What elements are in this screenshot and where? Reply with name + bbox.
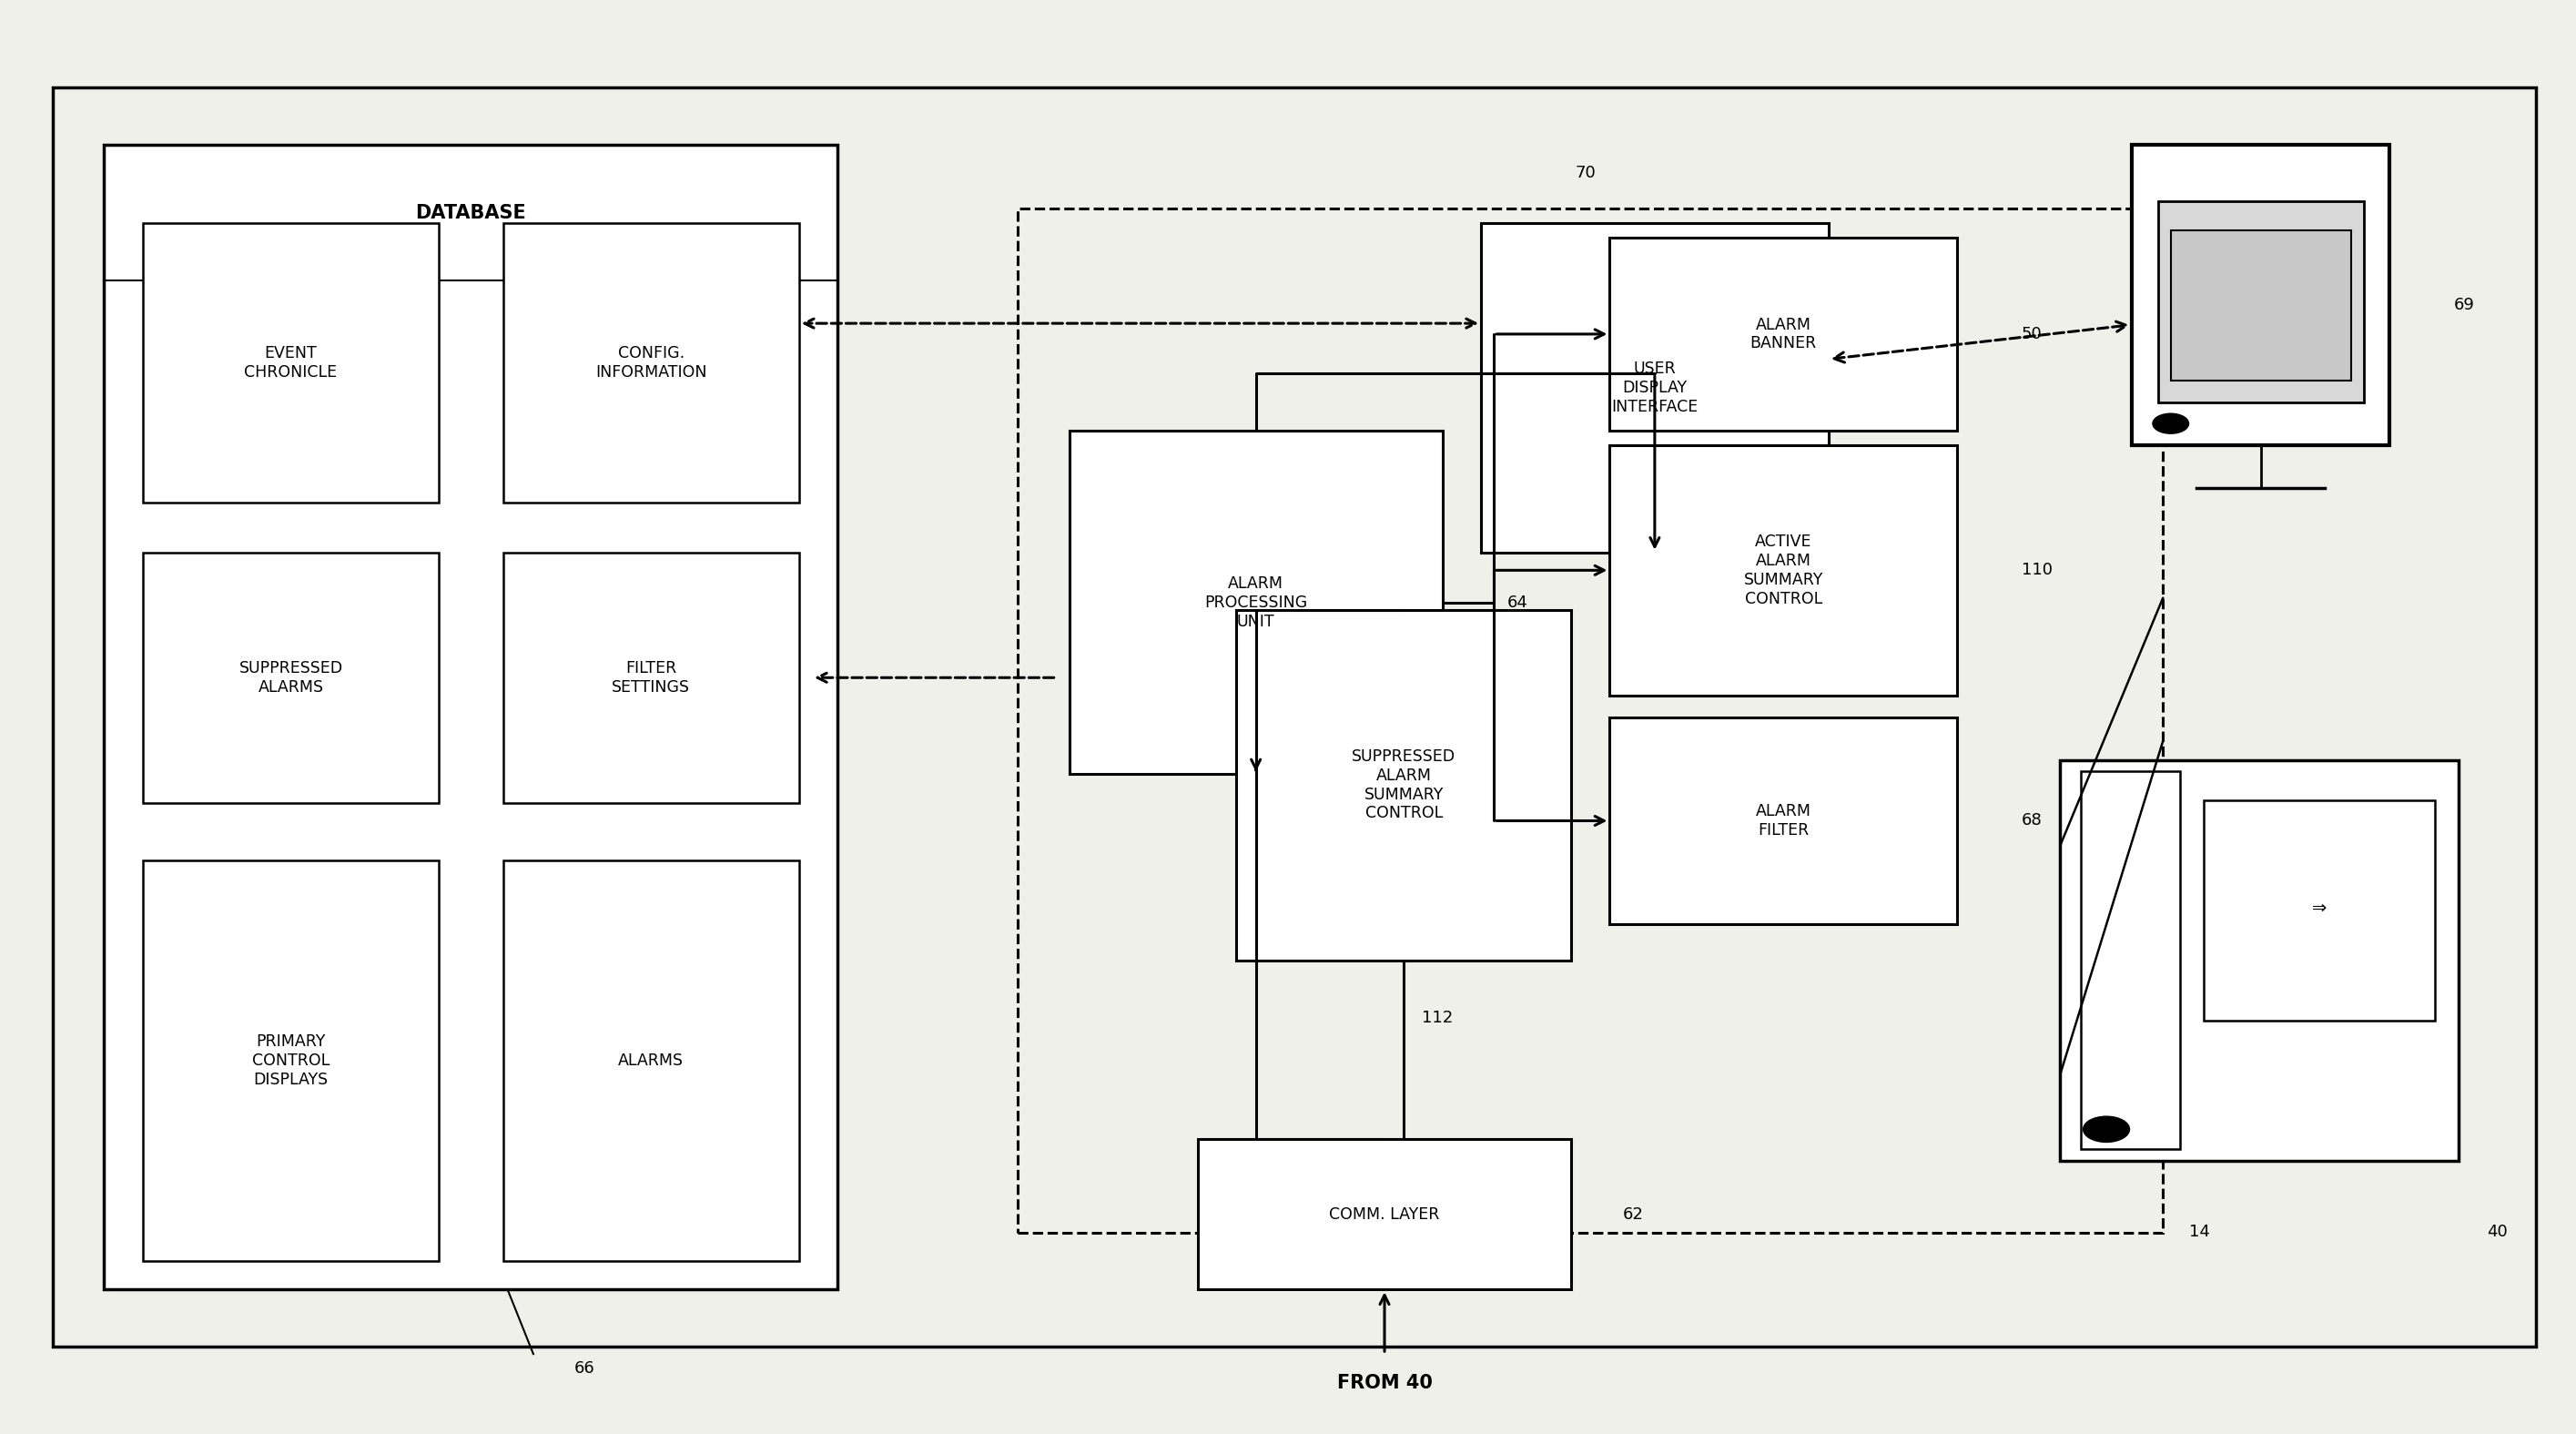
Bar bbox=[502, 552, 799, 803]
Text: EVENT
CHRONICLE: EVENT CHRONICLE bbox=[245, 346, 337, 380]
Bar bbox=[142, 224, 438, 502]
Text: ALARM
BANNER: ALARM BANNER bbox=[1749, 317, 1816, 351]
Bar bbox=[142, 860, 438, 1260]
Bar bbox=[1069, 430, 1443, 774]
Text: FILTER
SETTINGS: FILTER SETTINGS bbox=[613, 660, 690, 695]
Text: 68: 68 bbox=[2022, 813, 2043, 829]
Bar bbox=[2172, 231, 2352, 380]
Text: PRIMARY
CONTROL
DISPLAYS: PRIMARY CONTROL DISPLAYS bbox=[252, 1034, 330, 1087]
Text: 69: 69 bbox=[2455, 297, 2476, 313]
Bar bbox=[142, 552, 438, 803]
Text: 70: 70 bbox=[1574, 165, 1595, 181]
Text: ACTIVE
ALARM
SUMMARY
CONTROL: ACTIVE ALARM SUMMARY CONTROL bbox=[1744, 533, 1824, 607]
Bar bbox=[1018, 209, 2164, 1232]
Bar bbox=[52, 87, 2537, 1347]
Bar bbox=[1610, 717, 1958, 925]
Bar bbox=[2159, 202, 2365, 402]
Bar bbox=[2081, 771, 2179, 1149]
Bar bbox=[1481, 224, 1829, 552]
Text: 62: 62 bbox=[1623, 1206, 1643, 1223]
Text: 50: 50 bbox=[2022, 326, 2043, 343]
Text: 110: 110 bbox=[2022, 562, 2053, 578]
Text: 40: 40 bbox=[2488, 1225, 2509, 1240]
Text: SUPPRESSED
ALARMS: SUPPRESSED ALARMS bbox=[240, 660, 343, 695]
Bar bbox=[1236, 609, 1571, 961]
Text: COMM. LAYER: COMM. LAYER bbox=[1329, 1206, 1440, 1223]
Text: 112: 112 bbox=[1422, 1010, 1453, 1025]
Text: ALARMS: ALARMS bbox=[618, 1053, 683, 1068]
Circle shape bbox=[2154, 413, 2190, 433]
Bar bbox=[1610, 445, 1958, 695]
Bar bbox=[1610, 238, 1958, 430]
Bar bbox=[2202, 800, 2434, 1021]
Text: ALARM
PROCESSING
UNIT: ALARM PROCESSING UNIT bbox=[1206, 575, 1309, 630]
Text: ⇒: ⇒ bbox=[2311, 899, 2326, 916]
Bar bbox=[502, 860, 799, 1260]
Text: FROM 40: FROM 40 bbox=[1337, 1374, 1432, 1392]
Bar bbox=[502, 224, 799, 502]
Circle shape bbox=[2084, 1117, 2130, 1141]
Text: 64: 64 bbox=[1507, 594, 1528, 611]
Text: DATABASE: DATABASE bbox=[415, 204, 526, 222]
Text: 14: 14 bbox=[2190, 1225, 2210, 1240]
Text: SUPPRESSED
ALARM
SUMMARY
CONTROL: SUPPRESSED ALARM SUMMARY CONTROL bbox=[1352, 749, 1455, 822]
Text: ALARM
FILTER: ALARM FILTER bbox=[1757, 803, 1811, 839]
Text: 66: 66 bbox=[574, 1359, 595, 1377]
Bar bbox=[1198, 1139, 1571, 1289]
Text: USER
DISPLAY
INTERFACE: USER DISPLAY INTERFACE bbox=[1613, 360, 1698, 414]
Bar bbox=[2133, 145, 2391, 445]
Bar bbox=[2061, 760, 2460, 1160]
Text: CONFIG.
INFORMATION: CONFIG. INFORMATION bbox=[595, 346, 706, 380]
Bar bbox=[103, 145, 837, 1289]
